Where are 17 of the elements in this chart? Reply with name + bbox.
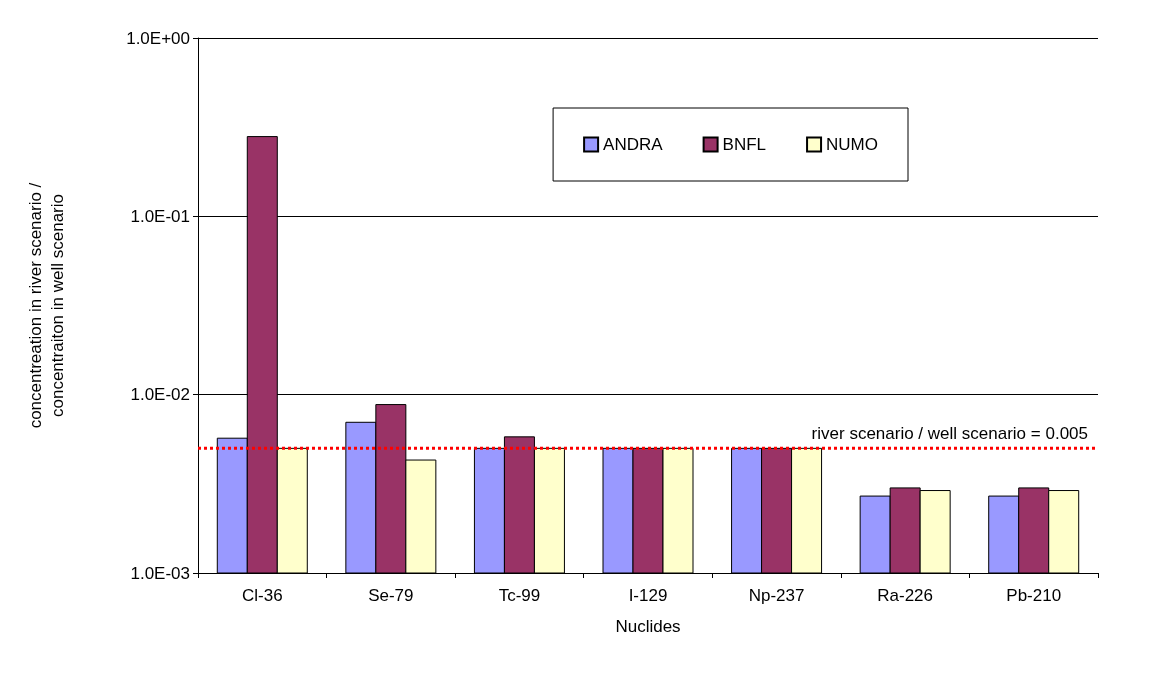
ref-line-label: river scenario / well scenario = 0.005: [811, 424, 1088, 444]
y-tick-label: 1.0E+00: [126, 28, 190, 48]
legend-label: ANDRA: [603, 135, 664, 154]
x-tick-label: Np-237: [748, 586, 805, 605]
y-axis-title: concentreation in river scenario / concentraiton in well scenario: [25, 182, 67, 429]
x-tick-label: Cl-36: [241, 586, 283, 605]
y-tick-label: 1.0E-03: [130, 563, 190, 583]
x-tick-label: I-129: [628, 586, 668, 605]
x-tick-label: Ra-226: [877, 586, 934, 605]
legend-label: NUMO: [826, 135, 879, 154]
y-tick-label: 1.0E-01: [130, 206, 190, 226]
y-tick-label: 1.0E-02: [130, 385, 190, 405]
x-tick-label: Se-79: [368, 586, 414, 605]
x-tick-label: Pb-210: [1006, 586, 1062, 605]
x-axis-title: Nuclides: [615, 617, 681, 636]
legend-label: BNFL: [722, 135, 767, 154]
x-tick-label: Tc-99: [498, 586, 541, 605]
